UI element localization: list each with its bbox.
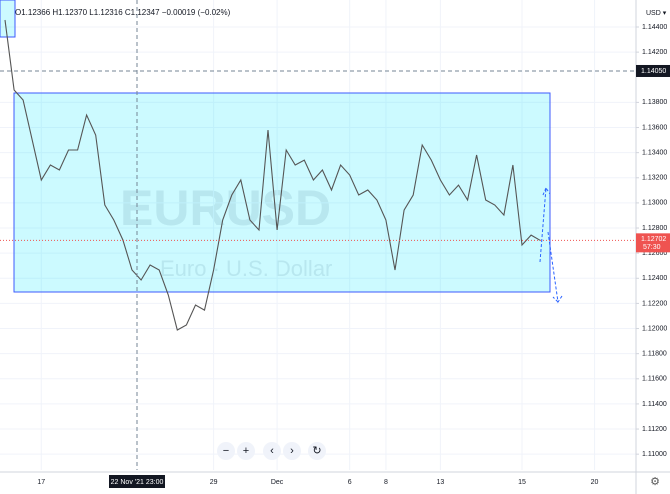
arrow-drawing [547,231,563,304]
scroll-right-button[interactable] [283,442,301,460]
x-tick-label: 8 [384,479,388,486]
last-price-badge [636,233,670,253]
x-tick-label: 15 [518,479,526,486]
currency[interactable]: USD ▾ [646,10,667,17]
y-tick-label: 1.11600 [642,376,667,383]
plot [4,19,541,331]
arrow-drawing [539,186,551,263]
crosshair-time-label: 22 Nov '21 23:00 [111,479,164,486]
x-tick-label: 20 [591,479,599,486]
watermark-description: Euro · U.S. Dollar [160,256,332,281]
watermark-symbol: EURUSD [120,180,331,236]
settings-button[interactable]: ⚙ [650,476,660,488]
y-tick-label: 1.13600 [642,124,667,131]
y-tick-label: 1.14200 [642,49,667,56]
x-tick-label: 6 [348,479,352,486]
crosshair-time-badge [109,475,165,488]
y-tick-label: 1.12800 [642,225,667,232]
scroll-left-icon: ‹ [270,445,274,457]
scroll-left-button[interactable] [263,442,281,460]
y-tick-label: 1.12600 [642,250,667,257]
y-tick-label: 1.11400 [642,401,667,408]
crosshair-price-badge [636,64,670,77]
y-tick-label: 1.13400 [642,149,667,156]
countdown-label: 57:30 [643,244,661,251]
scroll-right-icon: › [290,445,294,457]
toolbar: − + ‹ › ↻ [217,442,326,460]
y-tick-label: 1.12000 [642,325,667,332]
reset-icon: ↻ [312,445,321,457]
y-tick-label: 1.12400 [642,275,667,282]
x-tick-label: 17 [37,479,45,486]
y-tick-label: 1.13000 [642,200,667,207]
grid [0,0,636,470]
y-tick-label: 1.14400 [642,24,667,31]
zoom-out-icon: − [223,445,229,457]
y-tick-label: 1.11800 [642,351,667,358]
rectangle-drawing [0,0,16,38]
last-price-label: 1.12702 [641,236,666,243]
x-tick-label: 29 [210,479,218,486]
y-tick-label: 1.11200 [642,426,667,433]
ohlc-legend: O1.12366 H1.12370 L1.12316 C1.12347 −0.0… [15,8,231,17]
zoom-out-button[interactable] [217,442,235,460]
y-tick-label: 1.13800 [642,99,667,106]
y-tick-label: 1.13200 [642,175,667,182]
price-line [4,19,541,331]
x-tick-label: Dec [271,479,284,486]
reset-button[interactable] [308,442,326,460]
y-tick-label: 1.12200 [642,300,667,307]
zoom-in-icon: + [243,445,249,457]
crosshair-price-label: 1.14050 [641,68,666,75]
zoom-in-button[interactable] [237,442,255,460]
x-tick-label: 13 [436,479,444,486]
y-tick-label: 1.11000 [642,451,667,458]
